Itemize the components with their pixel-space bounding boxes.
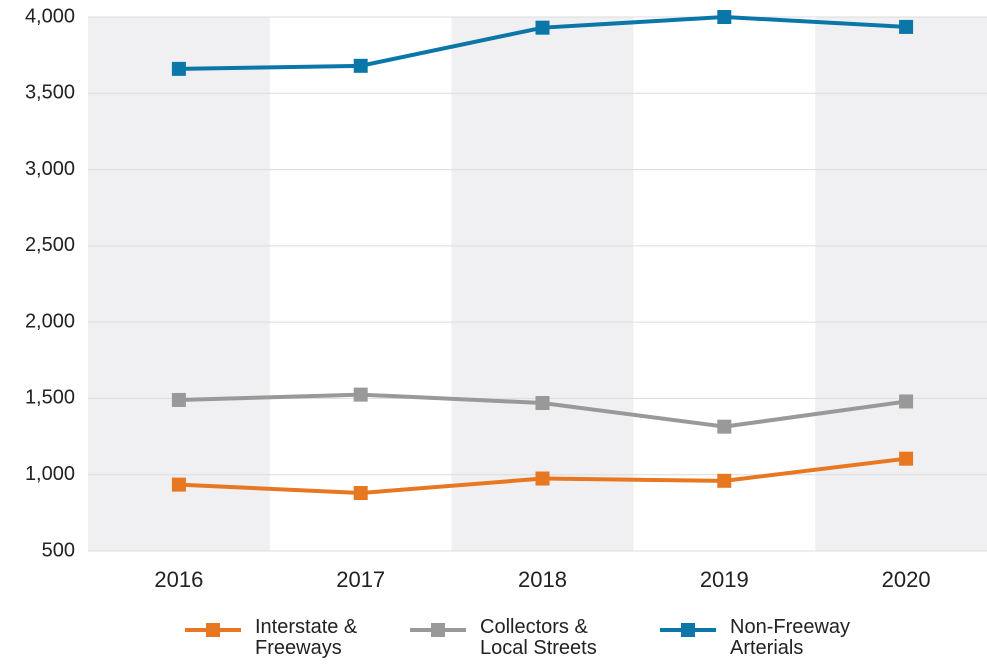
marker bbox=[899, 19, 914, 34]
marker bbox=[717, 10, 732, 24]
x-tick-label: 2018 bbox=[518, 567, 567, 592]
y-tick-label: 1,500 bbox=[25, 387, 75, 409]
legend-label: Collectors & Local Streets bbox=[480, 616, 597, 659]
band bbox=[815, 17, 987, 551]
marker bbox=[171, 392, 186, 407]
x-tick-label: 2017 bbox=[336, 567, 385, 592]
marker bbox=[899, 451, 914, 466]
legend-label: Interstate & Freeways bbox=[255, 616, 358, 659]
legend-swatch bbox=[185, 623, 241, 637]
marker bbox=[353, 486, 368, 501]
y-tick-label: 500 bbox=[42, 539, 75, 561]
marker bbox=[899, 394, 914, 409]
marker bbox=[353, 58, 368, 73]
x-tick-label: 2016 bbox=[154, 567, 203, 592]
marker bbox=[535, 396, 550, 411]
y-tick-label: 2,500 bbox=[25, 234, 75, 256]
marker bbox=[353, 387, 368, 402]
marker bbox=[171, 61, 186, 76]
y-tick-label: 3,000 bbox=[25, 158, 75, 180]
marker bbox=[535, 20, 550, 35]
x-tick-label: 2019 bbox=[700, 567, 749, 592]
y-tick-label: 4,000 bbox=[25, 5, 75, 27]
marker bbox=[717, 419, 732, 434]
y-tick-label: 1,000 bbox=[25, 463, 75, 485]
marker bbox=[171, 477, 186, 492]
legend-label: Non-Freeway Arterials bbox=[730, 616, 851, 659]
y-tick-label: 2,000 bbox=[25, 310, 75, 332]
legend-swatch bbox=[660, 623, 716, 637]
marker bbox=[717, 473, 732, 488]
x-tick-label: 2020 bbox=[882, 567, 931, 592]
legend-marker bbox=[681, 623, 695, 637]
band bbox=[451, 17, 634, 551]
legend-swatch bbox=[410, 623, 466, 637]
band bbox=[88, 17, 270, 551]
chart: 500 1,000 1,500 2,000 2,500 3,000 3,500 4,000 20… bbox=[25, 5, 987, 592]
legend-marker bbox=[206, 623, 220, 637]
y-tick-label: 3,500 bbox=[25, 82, 75, 104]
legend-marker bbox=[431, 623, 445, 637]
marker bbox=[535, 471, 550, 486]
